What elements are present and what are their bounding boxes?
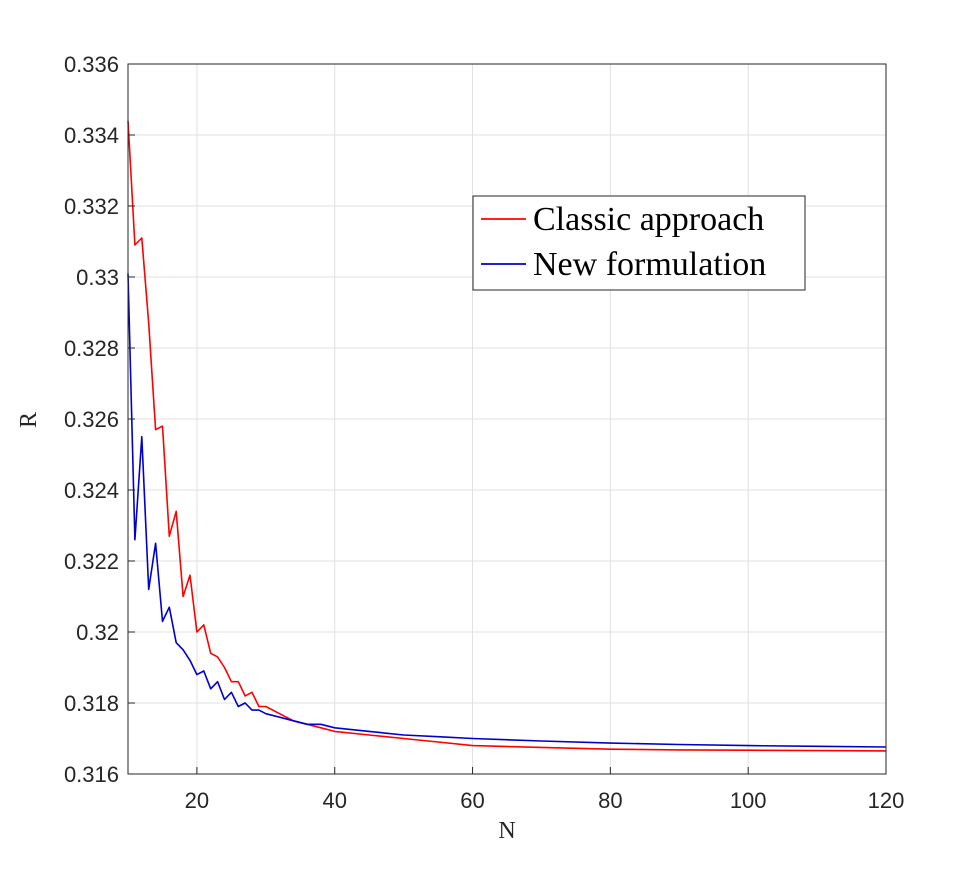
y-tick-label: 0.318: [64, 691, 119, 716]
y-tick-label: 0.324: [64, 478, 119, 503]
series-line-1: [127, 273, 887, 748]
y-tick-label: 0.336: [64, 52, 119, 77]
y-tick-label: 0.322: [64, 549, 119, 574]
x-tick-label: 80: [598, 788, 622, 813]
y-tick-label: 0.326: [64, 407, 119, 432]
x-tick-label: 40: [322, 788, 346, 813]
ticks: 20 40 60 80 100 120 0.316 0.318 0.32 0.322 0.324 0.…: [64, 52, 904, 813]
x-tick-label: 60: [460, 788, 484, 813]
legend-box: [472, 195, 806, 291]
x-tick-label: 120: [868, 788, 905, 813]
legend-label-classic: Classic approach: [533, 201, 764, 238]
legend-label-new: New formulation: [533, 246, 766, 283]
y-tick-label: 0.334: [64, 123, 119, 148]
y-tick-label: 0.332: [64, 194, 119, 219]
x-tick-label: 100: [730, 788, 767, 813]
y-tick-label: 0.316: [64, 762, 119, 787]
y-tick-label: 0.328: [64, 336, 119, 361]
series-layer: [127, 120, 887, 752]
grid: [128, 63, 887, 775]
y-tick-label: 0.32: [76, 620, 119, 645]
y-axis-label: R: [16, 412, 42, 428]
x-tick-label: 20: [185, 788, 209, 813]
y-tick-label: 0.33: [76, 265, 119, 290]
x-axis-label: N: [498, 818, 515, 844]
legend: Classic approach New formulation: [472, 195, 806, 291]
series-line-0: [127, 120, 887, 752]
